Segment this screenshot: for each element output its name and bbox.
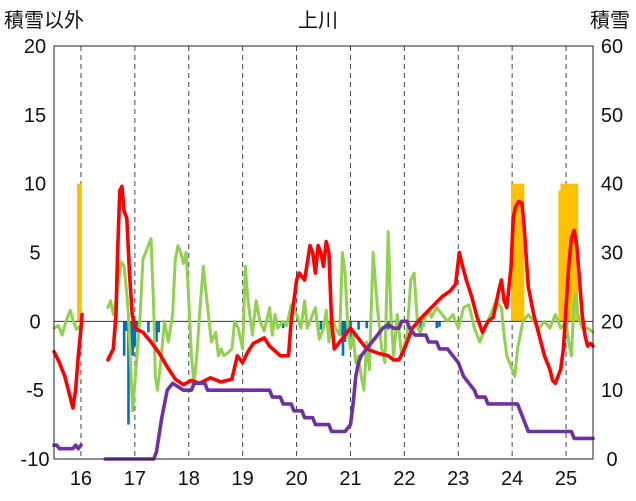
y-right-tick-label: 50 [601, 105, 623, 127]
orange-bar [79, 183, 82, 322]
x-tick-label: 24 [501, 468, 523, 490]
purple-line [52, 319, 595, 461]
blue-bar [435, 321, 439, 329]
y-right-tick-label: 20 [601, 311, 623, 333]
blue-bar [155, 321, 158, 342]
orange-bar [521, 183, 525, 322]
orange-bar [560, 183, 564, 322]
orange-bar [77, 183, 80, 322]
orange-bar [571, 183, 574, 322]
blue-bar [125, 321, 128, 331]
blue-bar [357, 321, 360, 330]
x-tick-label: 22 [393, 468, 415, 490]
x-tick-label: 16 [70, 468, 92, 490]
y-right-tick-label: 10 [601, 380, 623, 402]
x-tick-label: 17 [124, 468, 146, 490]
blue-bar [419, 321, 422, 329]
blue-bar [133, 321, 137, 347]
line-series [52, 184, 595, 461]
y-left-tick-label: 10 [24, 174, 46, 196]
y-left-tick-label: 15 [24, 105, 46, 127]
plot-frame [53, 45, 594, 460]
x-tick-label: 25 [555, 468, 577, 490]
blue-bar [319, 321, 323, 330]
y-right-tick-label: 30 [601, 243, 623, 265]
orange-bar [513, 183, 516, 322]
y-right-tick-label: 0 [606, 449, 617, 471]
x-tick-label: 23 [447, 468, 469, 490]
blue-bar [365, 321, 369, 329]
x-tick-label: 21 [339, 468, 361, 490]
y-right-tick-label: 40 [601, 174, 623, 196]
y-left-tick-label: -10 [21, 449, 50, 471]
blue-bar [157, 321, 160, 333]
orange-bar [564, 183, 568, 322]
blue-bar [131, 321, 135, 356]
orange-bar [517, 183, 521, 322]
blue-bar [281, 321, 285, 329]
blue-bar [438, 321, 441, 327]
x-tick-label: 18 [178, 468, 200, 490]
orange-bar [562, 183, 566, 322]
orange-bar [558, 190, 561, 322]
blue-bar [127, 321, 130, 425]
blue-bar [122, 321, 126, 356]
blue-bar [147, 321, 150, 333]
y-left-tick-label: 20 [24, 36, 46, 58]
blue-bar [135, 321, 139, 333]
y-left-tick-label: -5 [26, 380, 44, 402]
orange-bar [573, 183, 577, 322]
green-line [52, 230, 595, 413]
orange-bar [515, 183, 518, 322]
x-tick-label: 20 [285, 468, 307, 490]
y-left-tick-label: 5 [29, 243, 40, 265]
red-line [52, 184, 595, 410]
chart-title: 上川 [298, 8, 338, 32]
orange-bar [519, 183, 523, 322]
x-tick-label: 19 [232, 468, 254, 490]
y-left-tick-label: 0 [29, 311, 40, 333]
left-axis-label: 積雪以外 [4, 8, 84, 32]
right-axis-label: 積雪 [590, 8, 630, 32]
y-right-tick-label: 60 [601, 36, 623, 58]
blue-bar [343, 321, 347, 342]
